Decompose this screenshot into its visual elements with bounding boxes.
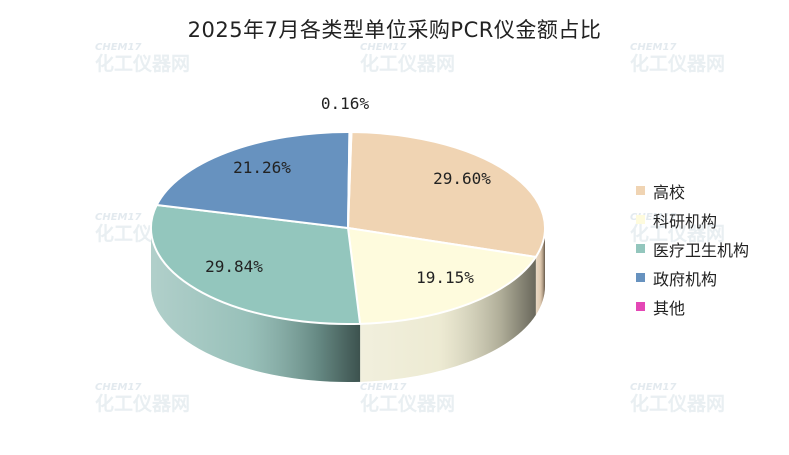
watermark-name: 化工仪器网 — [630, 392, 725, 415]
watermark-name: 化工仪器网 — [95, 392, 190, 415]
data-label-research: 19.15% — [416, 268, 474, 287]
watermark-name: 化工仪器网 — [360, 392, 455, 415]
chart-title: 2025年7月各类型单位采购PCR仪金额占比 — [187, 18, 602, 42]
watermark-brand: CHEM17 — [95, 42, 141, 53]
legend-label: 科研机构 — [653, 211, 718, 231]
pie-labels: 29.60% 19.15% 29.84% 21.26% 0.16% — [205, 94, 491, 287]
legend-item-other[interactable]: 其他 — [636, 292, 749, 321]
pie-slice-research[interactable] — [347, 227, 537, 325]
legend-swatch — [636, 273, 645, 282]
watermark-name: 化工仪器网 — [95, 52, 190, 75]
watermark-brand: CHEM17 — [95, 212, 141, 223]
watermark-brand: CHEM17 — [630, 382, 676, 393]
legend-label: 医疗卫生机构 — [653, 240, 750, 260]
pie-tops — [150, 131, 546, 325]
legend-label: 其他 — [653, 298, 686, 318]
pie-slice-medical[interactable] — [150, 203, 362, 325]
pie-side-shading — [360, 256, 536, 382]
legend-item-medical[interactable]: 医疗卫生机构 — [636, 234, 749, 263]
legend-item-government[interactable]: 政府机构 — [636, 263, 749, 292]
watermark-brand: CHEM17 — [95, 382, 141, 393]
pie-slice-university[interactable] — [347, 131, 546, 258]
data-label-government: 21.26% — [233, 158, 291, 177]
pie-sides — [151, 228, 545, 382]
data-label-university: 29.60% — [433, 169, 491, 188]
data-label-medical: 29.84% — [205, 257, 263, 276]
watermark-brand: CHEM17 — [360, 42, 406, 53]
pie-slice-government[interactable] — [155, 131, 351, 229]
watermark-name: 化工仪器网 — [630, 52, 725, 75]
legend-swatch — [636, 186, 645, 195]
watermark-brand: CHEM17 — [630, 212, 676, 223]
watermark-brand: CHEM17 — [630, 42, 676, 53]
legend-item-university[interactable]: 高校 — [636, 176, 749, 205]
watermark-name: 化工仪器网 — [360, 52, 455, 75]
legend-item-research[interactable]: 科研机构 — [636, 205, 749, 234]
watermark-name: 化工仪器网 — [630, 222, 725, 245]
legend-swatch — [636, 215, 645, 224]
pie-side-shading — [151, 228, 361, 382]
pie-side-shading — [535, 228, 545, 315]
legend-label: 高校 — [653, 182, 686, 202]
legend-swatch — [636, 244, 645, 253]
legend: 高校 科研机构 医疗卫生机构 政府机构 其他 — [636, 176, 749, 321]
data-label-other: 0.16% — [321, 94, 370, 113]
watermark-brand: CHEM17 — [360, 382, 406, 393]
pie-slice-other[interactable] — [347, 131, 353, 229]
legend-label: 政府机构 — [653, 269, 718, 289]
legend-swatch — [636, 302, 645, 311]
